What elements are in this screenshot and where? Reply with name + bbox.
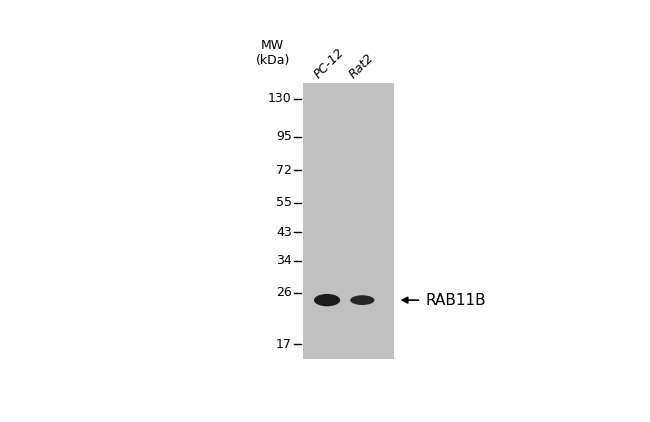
Text: 95: 95 — [276, 130, 292, 143]
Text: MW
(kDa): MW (kDa) — [255, 39, 290, 67]
Text: 34: 34 — [276, 254, 292, 267]
Text: 72: 72 — [276, 164, 292, 176]
Text: 26: 26 — [276, 287, 292, 300]
Text: Rat2: Rat2 — [346, 52, 376, 81]
Text: PC-12: PC-12 — [311, 46, 346, 81]
Text: 55: 55 — [276, 196, 292, 209]
Ellipse shape — [350, 295, 374, 305]
Bar — [303, 83, 393, 360]
Ellipse shape — [314, 294, 340, 306]
Text: 130: 130 — [268, 92, 292, 105]
Text: 43: 43 — [276, 226, 292, 239]
Text: 17: 17 — [276, 338, 292, 351]
Text: RAB11B: RAB11B — [425, 292, 486, 308]
